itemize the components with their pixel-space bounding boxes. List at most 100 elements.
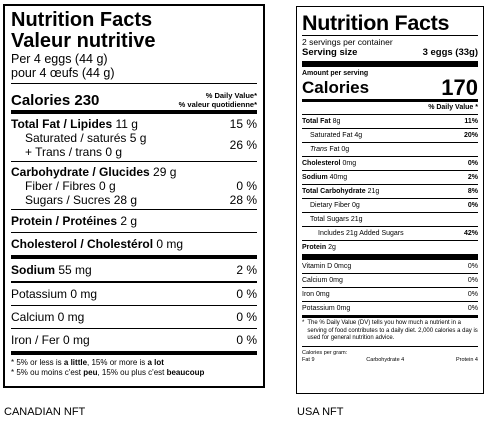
total-fat-amount: 11 g <box>115 117 138 131</box>
usa-trans-fat-row: Trans Fat 0g <box>302 142 478 156</box>
sugars-label: Sugars / Sucres 28 g <box>25 193 138 207</box>
usa-cholesterol-row: Cholesterol 0mg 0% <box>302 156 478 170</box>
trans-row: + Trans / trans 0 g <box>11 145 146 159</box>
potassium-pct: 0 % <box>236 287 257 301</box>
usa-cholesterol-label: Cholesterol <box>302 160 341 167</box>
cholesterol-row: Cholesterol / Cholestérol 0 mg <box>11 233 257 255</box>
canadian-nutrition-label: Nutrition Facts Valeur nutritive Per 4 e… <box>3 4 265 388</box>
usa-cholesterol-amount: 0mg <box>342 160 357 167</box>
usa-calcium-pct: 0% <box>467 277 478 284</box>
sodium-row: Sodium 55 mg 2 % <box>11 259 257 281</box>
divider <box>302 35 478 36</box>
divider-medium <box>11 281 257 283</box>
total-fat-pct: 15 % <box>229 117 257 131</box>
usa-iron-row: Iron 0mg 0% <box>302 287 478 301</box>
usa-cholesterol-pct: 0% <box>467 160 478 167</box>
footnote-en: * 5% or less is a little, 15% or more is… <box>11 358 164 367</box>
usa-nutrition-label: Nutrition Facts 2 servings per container… <box>296 6 484 394</box>
usa-potassium-pct: 0% <box>467 305 478 312</box>
usa-dietary-fiber-label: Dietary Fiber <box>310 202 351 209</box>
protein-row: Protein / Protéines 2 g <box>11 210 257 232</box>
calories-per-gram-label: Calories per gram: <box>302 349 348 356</box>
usa-total-carb-amount: 21g <box>367 188 380 195</box>
calcium-label: Calcium 0 mg <box>11 310 85 324</box>
usa-trans-amount: Fat 0g <box>329 146 350 153</box>
carbohydrate-label: Carbohydrate / Glucides <box>11 165 150 179</box>
saturated-label: Saturated / saturés 5 g <box>25 131 147 145</box>
sat-trans-pct: 26 % <box>229 138 257 152</box>
calories-per-gram-values: Fat 9 Carbohydrate 4 Protein 4 <box>302 357 478 364</box>
caption-canadian: CANADIAN NFT <box>4 406 86 418</box>
usa-total-fat-row: Total Fat 8g 11% <box>302 114 478 128</box>
usa-total-fat-amount: 8g <box>332 118 341 125</box>
usa-saturated-fat-row: Saturated Fat 4g 20% <box>302 128 478 142</box>
usa-total-carb-label: Total Carbohydrate <box>302 188 366 195</box>
usa-total-sugars-label: Total Sugars 21g <box>310 216 363 223</box>
divider-thick <box>302 61 478 67</box>
iron-pct: 0 % <box>236 333 257 347</box>
usa-added-sugars-row: Includes 21g Added Sugars 42% <box>302 226 478 240</box>
sugars-row: Sugars / Sucres 28 g 28 % <box>11 193 257 207</box>
divider <box>11 305 257 306</box>
usa-potassium-row: Potassium 0mg 0% <box>302 301 478 315</box>
divider-thick <box>302 254 478 260</box>
carbohydrate-row: Carbohydrate / Glucides 29 g <box>11 165 257 179</box>
usa-dietary-fiber-row: Dietary Fiber 0g 0% <box>302 198 478 212</box>
divider-thick <box>11 110 257 114</box>
fiber-pct: 0 % <box>236 179 257 193</box>
usa-total-carb-pct: 8% <box>467 188 478 195</box>
divider-thick <box>11 255 257 259</box>
usa-total-sugars-row: Total Sugars 21g <box>302 212 478 226</box>
serving-en: Per 4 eggs (44 g) <box>11 52 108 66</box>
divider-medium <box>302 99 478 102</box>
usa-protein-row: Protein 2g <box>302 240 478 254</box>
usa-total-carb-row: Total Carbohydrate 21g 8% <box>302 184 478 198</box>
footnote-fr: * 5% ou moins c'est peu, 15% ou plus c'e… <box>11 368 205 377</box>
iron-row: Iron / Fer 0 mg 0 % <box>11 329 257 351</box>
total-fat-row: Total Fat / Lipides 11 g 15 % <box>11 117 257 131</box>
cholesterol-amount: 0 mg <box>156 237 184 251</box>
sugars-pct: 28 % <box>229 193 257 207</box>
usa-added-sugars-pct: 42% <box>463 230 478 237</box>
amount-per-serving: Amount per serving <box>302 70 369 77</box>
carb-group: Carbohydrate / Glucides 29 g Fiber / Fib… <box>11 162 257 209</box>
cpg-fat: Fat 9 <box>302 356 315 363</box>
usa-potassium-label: Potassium 0mg <box>302 305 351 312</box>
title-fr: Valeur nutritive <box>11 30 156 52</box>
usa-iron-pct: 0% <box>467 291 478 298</box>
cpg-protein: Protein 4 <box>455 356 478 363</box>
usa-saturated-fat-label: Saturated Fat <box>310 132 353 139</box>
usa-footnote-star: * <box>302 320 305 326</box>
servings-per-container: 2 servings per container <box>302 37 393 47</box>
cholesterol-label: Cholesterol / Cholestérol <box>11 237 154 251</box>
sat-trans-group: Saturated / saturés 5 g + Trans / trans … <box>11 131 257 159</box>
saturated-row: Saturated / saturés 5 g <box>11 131 146 145</box>
total-fat-label: Total Fat / Lipides <box>11 117 113 131</box>
fiber-row: Fiber / Fibres 0 g 0 % <box>11 179 257 193</box>
usa-vitamin-d-row: Vitamin D 0mcg 0% <box>302 260 478 273</box>
serving-size-value: 3 eggs (33g) <box>422 47 478 58</box>
fiber-label: Fiber / Fibres 0 g <box>25 179 116 193</box>
divider <box>302 345 478 347</box>
usa-dietary-fiber-amount: 0g <box>352 202 360 209</box>
iron-label: Iron / Fer 0 mg <box>11 333 90 347</box>
usa-protein-amount: 2g <box>328 244 336 251</box>
fat-group: Total Fat / Lipides 11 g 15 % Saturated … <box>11 114 257 161</box>
usa-dv-header: % Daily Value * <box>428 104 478 111</box>
divider <box>11 209 257 210</box>
serving-size-label: Serving size <box>302 47 358 58</box>
usa-saturated-fat-amount: 4g <box>354 132 363 139</box>
protein-amount: 2 g <box>120 214 138 228</box>
usa-calories-row: Calories 170 <box>302 77 478 99</box>
usa-iron-label: Iron 0mg <box>302 291 330 298</box>
calories-row: Calories 230 % Daily Value* % valeur quo… <box>11 84 257 110</box>
usa-footnote-text: The % Daily Value (DV) tells you how muc… <box>307 320 478 341</box>
serving-size-row: Serving size 3 eggs (33g) <box>302 47 478 59</box>
serving-fr: pour 4 œufs (44 g) <box>11 66 115 80</box>
divider <box>11 161 257 162</box>
usa-total-fat-label: Total Fat <box>302 118 331 125</box>
dv-header: % Daily Value* % valeur quotidienne* <box>179 91 257 109</box>
cpg-carb: Carbohydrate 4 <box>366 356 405 363</box>
usa-vitamin-d-pct: 0% <box>467 263 478 270</box>
divider-thick <box>11 351 257 355</box>
